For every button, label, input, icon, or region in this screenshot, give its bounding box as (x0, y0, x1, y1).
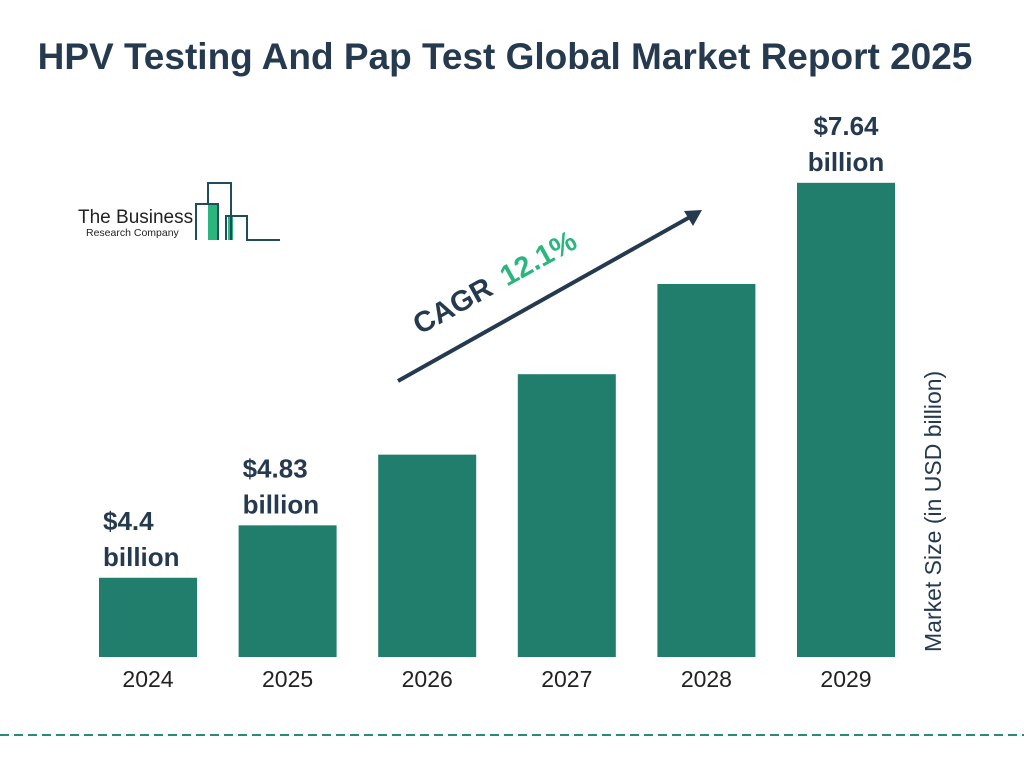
logo-bar-1 (208, 204, 217, 240)
cagr-text: CAGR 12.1% (408, 225, 583, 341)
logo: The Business Research Company (78, 182, 280, 241)
data-label: $4.4 billion (103, 506, 180, 572)
y-axis-label: Market Size (in USD billion) (920, 371, 946, 652)
bar-2024 (99, 577, 197, 657)
logo-buildings-icon (195, 182, 280, 241)
bar-2029 (797, 182, 895, 657)
data-label: $4.83 billion (243, 453, 320, 519)
arrow-head-icon (684, 210, 702, 226)
chart-title: HPV Testing And Pap Test Global Market R… (37, 36, 973, 77)
x-tick-label: 2029 (820, 666, 871, 692)
x-tick-label: 2026 (402, 666, 453, 692)
x-tick-label: 2028 (681, 666, 732, 692)
bar-2026 (378, 454, 477, 657)
bar-2025 (238, 525, 337, 657)
logo-text-line1: The Business (78, 207, 193, 228)
data-label: $7.64 billion (808, 111, 885, 177)
x-tick-label: 2025 (262, 666, 313, 692)
x-tick-label: 2024 (122, 666, 173, 692)
x-tick-label: 2027 (541, 666, 592, 692)
logo-text-line2: Research Company (86, 227, 180, 239)
bar-2028 (657, 283, 756, 657)
cagr-arrow (397, 210, 702, 383)
bar-2027 (517, 374, 616, 657)
